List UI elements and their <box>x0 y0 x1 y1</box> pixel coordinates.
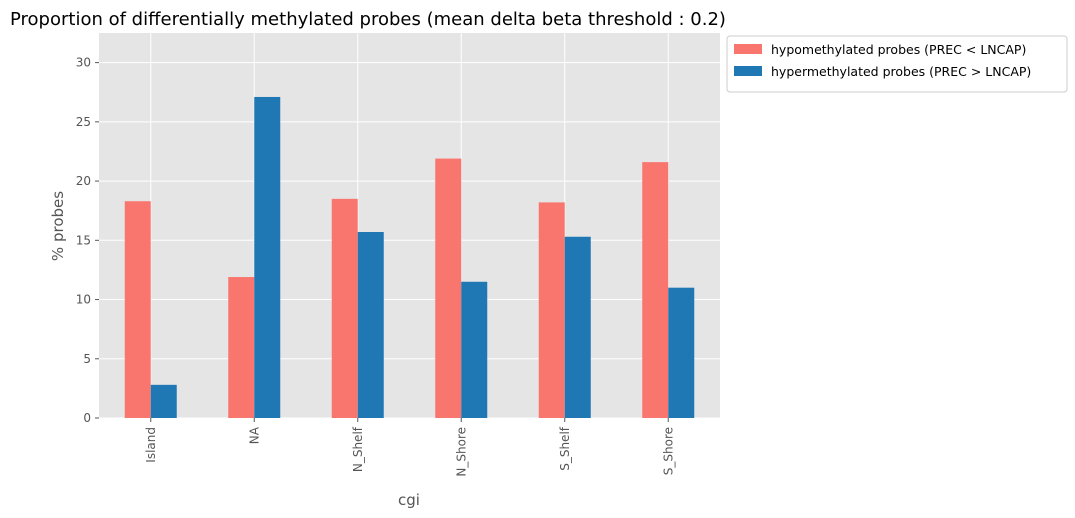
y-tick-label: 30 <box>76 56 91 70</box>
y-tick-label: 10 <box>76 293 91 307</box>
bar-hypo-N_Shore <box>435 158 462 419</box>
bar-hyper-S_Shelf <box>564 236 591 418</box>
y-axis-label: % probes <box>49 191 67 261</box>
bar-hypo-S_Shelf <box>538 202 565 418</box>
x-tick-label: N_Shelf <box>351 426 365 472</box>
x-tick-label: NA <box>247 426 261 444</box>
y-tick-label: 5 <box>83 352 91 366</box>
legend-label: hypomethylated probes (PREC < LNCAP) <box>771 42 1026 57</box>
chart-title: Proportion of differentially methylated … <box>10 9 726 30</box>
bar-hyper-N_Shelf <box>357 232 384 418</box>
x-tick-label: Island <box>144 427 158 463</box>
y-tick-label: 0 <box>83 411 91 425</box>
bar-hypo-S_Shore <box>642 162 669 418</box>
x-axis-ticks: Island NA N_Shelf N_Shore S_Shelf S_Shore <box>144 418 675 477</box>
bars-group <box>124 96 695 419</box>
legend-label: hypermethylated probes (PREC > LNCAP) <box>771 64 1031 79</box>
legend-swatch <box>734 44 762 54</box>
bar-hypo-N_Shelf <box>331 198 358 418</box>
legend-swatch <box>734 66 762 76</box>
bar-hypo-NA <box>228 277 255 418</box>
x-tick-label: S_Shore <box>661 427 675 475</box>
bar-hyper-NA <box>254 96 281 418</box>
bar-hyper-Island <box>150 384 177 418</box>
legend: hypomethylated probes (PREC < LNCAP) hype… <box>726 35 1068 93</box>
bar-hypo-Island <box>124 201 151 418</box>
y-tick-label: 15 <box>76 233 91 247</box>
x-tick-label: N_Shore <box>454 427 468 477</box>
x-axis-label: cgi <box>398 491 420 509</box>
y-axis-ticks: 0 5 10 15 20 25 30 <box>76 56 99 425</box>
bar-hyper-S_Shore <box>668 287 695 418</box>
legend-box <box>726 35 1068 93</box>
y-tick-label: 20 <box>76 174 91 188</box>
y-tick-label: 25 <box>76 115 91 129</box>
bar-hyper-N_Shore <box>461 281 488 418</box>
plot-area <box>99 33 720 418</box>
x-tick-label: S_Shelf <box>558 426 572 471</box>
